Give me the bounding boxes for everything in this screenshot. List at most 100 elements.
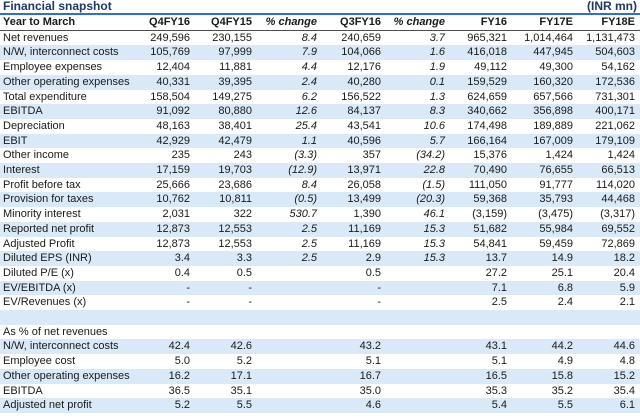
- cell: 55,984: [539, 222, 573, 235]
- cell: 2.4: [557, 296, 573, 309]
- cell: 12,176: [347, 61, 381, 74]
- cell: 42.4: [168, 340, 190, 353]
- cell: (3,475): [538, 208, 573, 221]
- cell: 0.5: [236, 266, 252, 279]
- table-row: Diluted EPS (INR) 3.4 3.3 2.5 2.9 15.3 13.7 14.…: [0, 251, 640, 266]
- cell: 5.5: [557, 399, 573, 412]
- cell: 13,499: [347, 193, 381, 206]
- cell: 2.4: [301, 75, 317, 88]
- row-label: Other income: [3, 149, 70, 162]
- table-header-row: Year to March Q4FY16 Q4FY15 % change Q3F…: [0, 15, 640, 31]
- cell: 48,163: [156, 119, 190, 132]
- cell: 38,401: [218, 119, 252, 132]
- cell: 156,522: [341, 90, 381, 103]
- table-row: N/W, interconnect costs 42.4 42.6 43.2 43.1 4…: [0, 339, 640, 355]
- cell: 13,971: [347, 164, 381, 177]
- cell: 12,553: [218, 237, 252, 250]
- cell: -: [248, 281, 252, 294]
- cell: 17.1: [230, 369, 252, 382]
- cell: [450, 310, 512, 325]
- table-row: EBIT 42,929 42,479 1.1 40,596 5.7 166,164 167,0…: [0, 133, 640, 149]
- cell: 2.5: [491, 296, 507, 309]
- cell: 5.7: [429, 134, 445, 147]
- cell: 1,131,473: [586, 31, 635, 44]
- cell: 3.7: [429, 31, 445, 44]
- cell: 4.4: [301, 61, 317, 74]
- cell: 624,659: [467, 90, 507, 103]
- cell: 43.1: [485, 340, 507, 353]
- cell: [257, 339, 322, 354]
- cell: 11,169: [348, 222, 381, 235]
- cell: 11,169: [348, 237, 381, 250]
- row-label: Diluted P/E (x): [3, 266, 74, 279]
- row-label: Adjusted Profit: [3, 237, 75, 250]
- title-bar: Financial snapshot (INR mn): [0, 0, 640, 15]
- cell: 0.1: [429, 75, 445, 88]
- cell: 1.1: [301, 134, 317, 147]
- row-label: N/W, interconnect costs: [3, 340, 119, 353]
- cell: 12,873: [156, 222, 190, 235]
- row-label: Other operating expenses: [3, 369, 130, 382]
- cell: 357: [362, 149, 381, 162]
- cell: (3.3): [294, 149, 317, 162]
- cell: 15.2: [613, 369, 635, 382]
- cell: 105,769: [150, 46, 190, 59]
- row-label: EV/EBITDA (x): [3, 281, 76, 294]
- cell: 1,014,464: [524, 31, 573, 44]
- cell: 5.4: [491, 399, 507, 412]
- column-header-fy17e: FY17E: [512, 15, 578, 31]
- cell: 40,331: [156, 75, 190, 88]
- table-row: Minority interest 2,031 322 530.7 1,390 46.1 (…: [0, 207, 640, 222]
- cell: [386, 369, 450, 384]
- cell: [257, 310, 322, 325]
- page-title: Financial snapshot: [3, 0, 112, 13]
- table-row: Net revenues 249,596 230,155 8.4 240,659 3.7 9…: [0, 30, 640, 45]
- column-header-q3fy16: Q3FY16: [322, 15, 386, 31]
- cell: [257, 384, 322, 399]
- cell: 51,682: [473, 222, 507, 235]
- cell: 66,513: [601, 164, 635, 177]
- cell: 36.5: [168, 384, 190, 397]
- cell: (0.5): [294, 193, 317, 206]
- cell: 19,703: [218, 164, 252, 177]
- row-label: Employee cost: [3, 355, 76, 368]
- cell: [512, 310, 578, 325]
- cell: [450, 325, 512, 340]
- cell: 54,841: [473, 237, 507, 250]
- cell: [386, 398, 450, 413]
- cell: -: [377, 281, 381, 294]
- spacer-row: [0, 310, 640, 325]
- cell: 400,171: [595, 105, 635, 118]
- cell: (20.3): [416, 193, 445, 206]
- cell: -: [186, 281, 190, 294]
- cell: [195, 325, 257, 340]
- table-row: EV/Revenues (x) - - - 2.5 2.4 2.1: [0, 295, 640, 310]
- cell: 25,666: [156, 178, 190, 191]
- cell: 2.9: [365, 252, 381, 265]
- cell: 15.3: [423, 252, 445, 265]
- cell: [131, 310, 195, 325]
- cell: 14.9: [551, 252, 573, 265]
- cell: 80,880: [218, 105, 252, 118]
- row-label: Employee expenses: [3, 61, 103, 74]
- cell: 40,280: [347, 75, 381, 88]
- cell: 27.2: [485, 266, 507, 279]
- cell: 15.8: [551, 369, 573, 382]
- column-header-fy18e: FY18E: [578, 15, 640, 31]
- cell: 6.1: [619, 399, 635, 412]
- cell: 59,368: [473, 193, 507, 206]
- cell: 114,020: [596, 178, 635, 191]
- cell: 1,390: [353, 208, 381, 221]
- cell: 5.2: [174, 399, 190, 412]
- cell: 16.7: [359, 369, 381, 382]
- cell: 16.2: [168, 369, 190, 382]
- cell: 1.6: [429, 46, 445, 59]
- currency-unit-label: (INR mn): [587, 0, 637, 13]
- cell: 12,404: [156, 61, 190, 74]
- cell: 25.1: [551, 266, 573, 279]
- cell: 10,811: [219, 193, 252, 206]
- cell: 42.6: [230, 340, 252, 353]
- cell: [322, 325, 386, 340]
- cell: 104,066: [341, 46, 381, 59]
